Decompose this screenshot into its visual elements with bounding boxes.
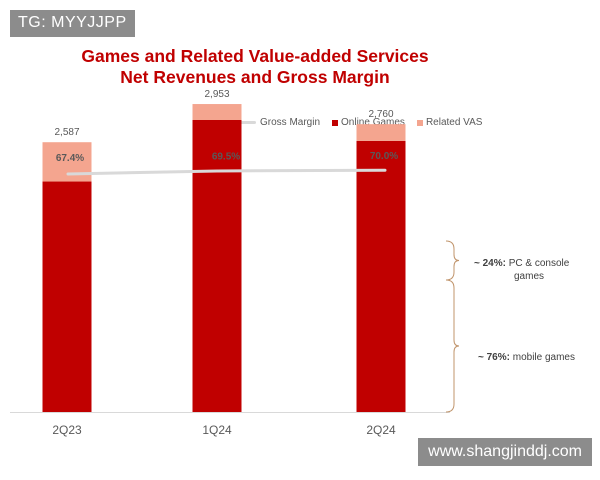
brace-mobile	[445, 279, 460, 413]
legend-box-swatch	[416, 119, 423, 126]
chart-subtitle: Net Revenues and Gross Margin	[120, 67, 390, 87]
x-tick-label-2q24: 2Q24	[366, 423, 396, 437]
gross-margin-line	[66, 168, 387, 176]
gross-margin-label-2q24: 70.0%	[370, 151, 398, 162]
total-label-2q23: 2,587	[54, 127, 79, 138]
legend-label: Gross Margin	[260, 117, 321, 128]
legend-line-swatch	[234, 121, 256, 124]
legend-online-games: Online Games	[332, 117, 405, 128]
watermark-top-left: TG: MYYJJPP	[10, 10, 135, 37]
watermark-bottom-right: www.shangjinddj.com	[418, 438, 592, 466]
brace-pc-console	[445, 240, 460, 281]
legend-gross-margin: Gross Margin	[234, 117, 320, 128]
x-tick-label-1q24: 1Q24	[202, 423, 232, 437]
chart-legend: Gross Margin Online Games Related VAS	[234, 117, 494, 128]
legend-related-vas: Related VAS	[416, 117, 483, 128]
chart-title: Games and Related Value-added Services	[81, 46, 429, 66]
legend-box-swatch	[332, 119, 339, 126]
total-label-2q24: 2,760	[368, 109, 393, 120]
gross-margin-label-1q24: 69.5%	[212, 152, 240, 163]
annotation-pc-console: ~ 24%: PC & console games	[474, 258, 570, 282]
x-tick-label-2q23: 2Q23	[52, 423, 82, 437]
bar-related-vas-1q24	[192, 104, 242, 120]
total-label-1q24: 2,953	[204, 89, 229, 100]
bar-related-vas-2q24	[356, 124, 406, 141]
gross-margin-label-2q23: 67.4%	[56, 153, 84, 164]
bar-online-games-1q24	[192, 120, 242, 412]
bar-online-games-2q24	[356, 140, 406, 412]
legend-label: Online Games	[341, 117, 405, 128]
legend-label: Related VAS	[425, 117, 483, 128]
bar-online-games-2q23	[42, 181, 92, 412]
annotation-mobile: ~ 76%: mobile games	[478, 352, 575, 363]
